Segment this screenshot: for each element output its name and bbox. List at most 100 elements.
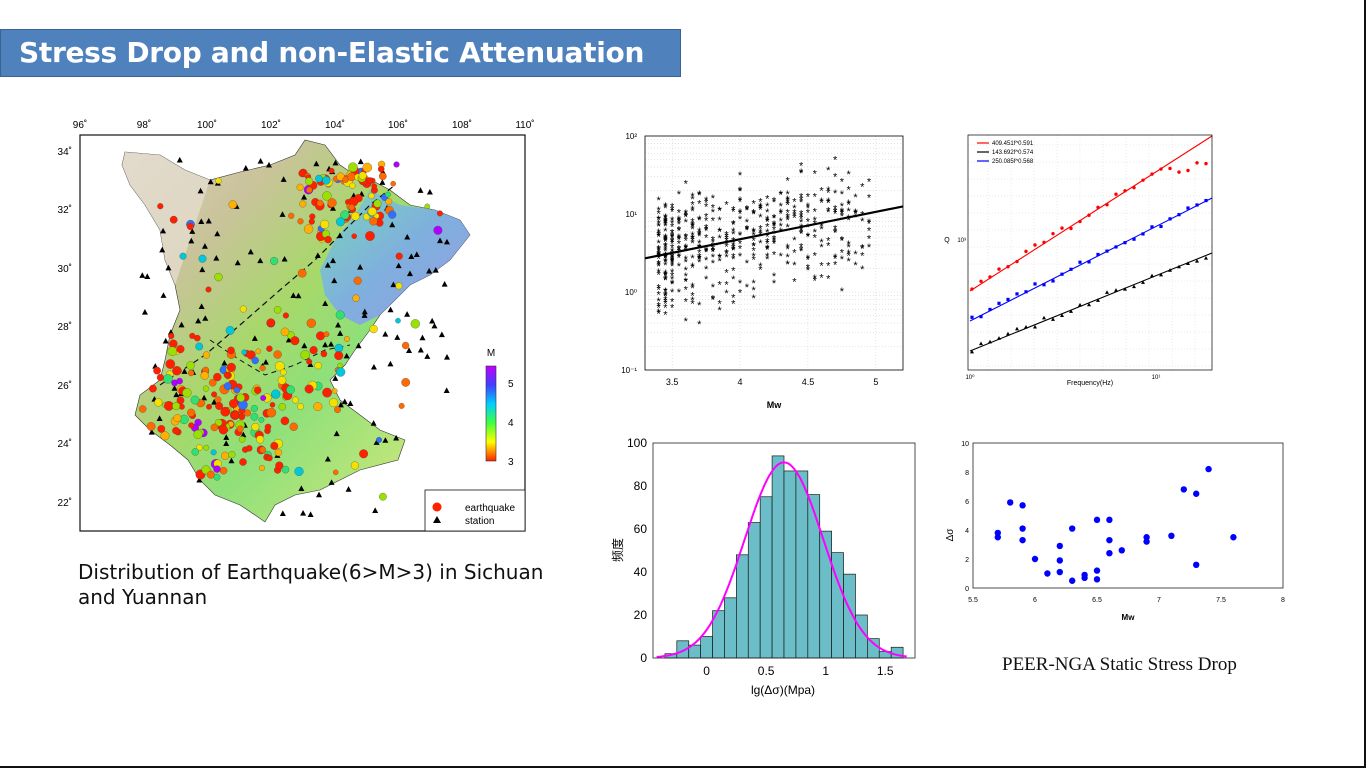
- data-point: *: [656, 245, 661, 257]
- data-point: *: [684, 231, 689, 243]
- station-marker: [404, 233, 411, 240]
- earthquake-marker: [176, 345, 185, 354]
- data-point: *: [826, 273, 831, 285]
- station-marker: [144, 273, 151, 279]
- station-marker: [372, 507, 379, 513]
- data-point: *: [731, 237, 736, 249]
- data-point: *: [867, 192, 872, 204]
- data-point: *: [806, 265, 811, 277]
- data-point: *: [704, 225, 709, 237]
- data-point: *: [738, 207, 743, 219]
- earthquake-marker: [214, 419, 223, 427]
- black-series-point: [988, 339, 992, 344]
- data-point: *: [785, 200, 790, 212]
- data-point: *: [799, 227, 804, 239]
- earthquake-marker: [305, 177, 314, 186]
- slide-border-bottom: [0, 766, 1366, 768]
- data-point: *: [826, 188, 831, 200]
- black-series-point: [1141, 280, 1145, 284]
- data-point: *: [663, 302, 668, 314]
- data-point: *: [656, 261, 661, 273]
- data-point: *: [718, 252, 723, 264]
- data-point: *: [819, 242, 824, 254]
- station-marker: [443, 387, 450, 393]
- map-frame: [79, 134, 526, 532]
- data-point: *: [799, 222, 804, 234]
- data-point: *: [690, 238, 695, 250]
- data-point: *: [656, 229, 661, 241]
- lat-tick: 24˚: [58, 438, 72, 450]
- black-series-point: [1033, 324, 1037, 329]
- earthquake-marker: [153, 366, 161, 375]
- histogram-bar: [783, 470, 797, 659]
- histogram-bar: [867, 638, 880, 659]
- legend-station: station: [465, 516, 494, 527]
- data-point: *: [663, 212, 668, 224]
- blue-series-point: [1087, 260, 1091, 264]
- data-point: [994, 534, 1001, 541]
- data-point: *: [677, 208, 682, 220]
- earthquake-marker: [320, 350, 328, 358]
- data-point: *: [670, 230, 675, 242]
- station-marker: [307, 511, 314, 517]
- x-tick: 3.5: [666, 377, 679, 387]
- data-point: *: [758, 201, 763, 213]
- black-series-point: [1096, 298, 1100, 302]
- data-point: *: [670, 252, 675, 264]
- blue-series-point: [1204, 198, 1208, 203]
- station-marker: [262, 359, 269, 365]
- data-point: *: [663, 291, 668, 303]
- y-tick: 80: [634, 479, 648, 493]
- earthquake-marker: [281, 465, 290, 474]
- earthquake-marker: [306, 358, 313, 365]
- blue-series-point: [970, 315, 974, 319]
- data-point: [1056, 542, 1063, 550]
- data-point: *: [758, 203, 763, 215]
- black-series-point: [1051, 317, 1055, 321]
- data-point: *: [663, 310, 668, 322]
- data-point: *: [738, 238, 743, 250]
- earthquake-marker: [359, 449, 369, 459]
- data-point: *: [684, 208, 689, 220]
- data-point: *: [656, 238, 661, 250]
- data-point: *: [690, 290, 695, 302]
- data-point: *: [670, 254, 675, 266]
- data-point: *: [751, 208, 756, 220]
- data-point: *: [718, 215, 723, 227]
- data-point: *: [663, 290, 668, 302]
- blue-series-point: [1015, 292, 1019, 296]
- data-point: *: [799, 242, 804, 254]
- black-series-point: [1123, 287, 1127, 291]
- earthquake-marker: [348, 204, 355, 211]
- earthquake-marker: [362, 162, 373, 173]
- data-point: *: [799, 211, 804, 223]
- earthquake-marker: [213, 372, 222, 382]
- data-point: [1069, 577, 1076, 584]
- data-point: *: [738, 278, 743, 290]
- x-tick: 6.5: [1092, 597, 1102, 604]
- x-tick: 5: [873, 377, 878, 387]
- data-point: *: [840, 254, 845, 266]
- chart1-frame: [644, 135, 904, 371]
- data-point: *: [772, 237, 777, 249]
- data-point: *: [656, 267, 661, 279]
- earthquake-marker: [335, 310, 345, 320]
- data-point: *: [670, 236, 675, 248]
- data-point: *: [731, 242, 736, 254]
- data-point: *: [860, 251, 865, 263]
- data-point: *: [670, 222, 675, 234]
- data-point: *: [663, 246, 668, 258]
- blue-series-point: [1105, 249, 1109, 253]
- earthquake-marker: [309, 213, 316, 220]
- data-point: *: [792, 203, 797, 215]
- red-series-point: [1195, 161, 1199, 165]
- data-point: *: [779, 189, 784, 201]
- data-point: *: [819, 196, 824, 208]
- fit-line: [969, 197, 1213, 322]
- data-point: *: [799, 197, 804, 209]
- data-point: *: [847, 242, 852, 254]
- chart2-grid: [968, 135, 1212, 370]
- colorbar-title: M: [487, 348, 495, 359]
- data-point: *: [833, 223, 838, 235]
- station-marker: [389, 221, 396, 228]
